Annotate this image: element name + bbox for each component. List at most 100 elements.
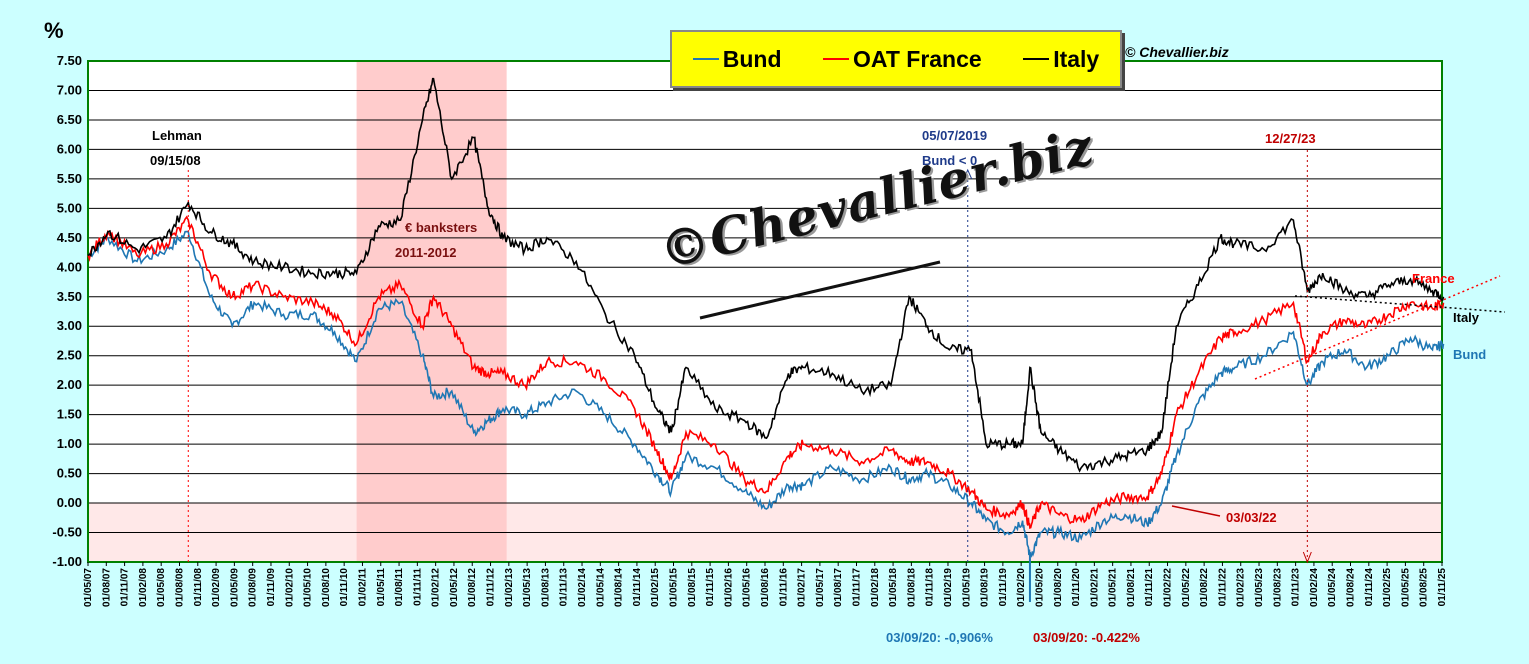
legend-label-bund: Bund <box>722 45 782 72</box>
x-tick-label: 01/08/20 <box>1053 568 1064 607</box>
y-tick-label: 0.50 <box>57 466 82 481</box>
x-tick-label: 01/11/11 <box>412 568 423 606</box>
x-tick-label: 01/08/13 <box>540 568 551 607</box>
x-tick-label: 01/11/12 <box>486 568 497 607</box>
legend-swatch-oat-france <box>823 58 850 60</box>
x-tick-label: 01/11/18 <box>925 568 936 607</box>
x-tick-label: 01/02/09 <box>211 568 222 607</box>
x-tick-label: 01/02/11 <box>357 568 368 607</box>
annotation-bund-neg-date: 05/07/2019 <box>922 128 987 143</box>
x-tick-label: 01/11/25 <box>1437 568 1448 607</box>
legend-swatch-italy <box>1023 58 1050 60</box>
y-axis-label: % <box>44 18 64 43</box>
y-tick-label: 5.00 <box>57 200 82 215</box>
annotation-lehman-date: 09/15/08 <box>150 153 201 168</box>
x-tick-label: 01/08/07 <box>101 568 112 607</box>
y-tick-label: -0.50 <box>52 525 82 540</box>
annotation-bund-neg: Bund < 0 <box>922 153 977 168</box>
x-tick-label: 01/08/10 <box>321 568 332 607</box>
x-tick-label: 01/11/09 <box>266 568 277 607</box>
x-tick-label: 01/02/12 <box>431 568 442 607</box>
x-tick-label: 01/05/19 <box>961 568 972 607</box>
x-tick-label: 01/08/18 <box>906 568 917 607</box>
x-tick-label: 01/08/12 <box>467 568 478 607</box>
x-tick-label: 01/05/21 <box>1108 568 1119 607</box>
x-tick-label: 01/08/17 <box>833 568 844 607</box>
legend-item-oat-france: OAT France <box>823 46 982 73</box>
x-tick-label: 01/11/20 <box>1071 568 1082 607</box>
x-tick-label: 01/05/20 <box>1034 568 1045 607</box>
y-tick-label: 2.00 <box>57 377 82 392</box>
x-tick-label: 01/11/19 <box>998 568 1009 607</box>
x-tick-label: 01/05/08 <box>156 568 167 607</box>
x-tick-label: 01/11/22 <box>1217 568 1228 607</box>
y-tick-label: 1.00 <box>57 436 82 451</box>
series-line-oat-france <box>87 215 1445 530</box>
x-tick-label: 01/05/22 <box>1181 568 1192 607</box>
y-tick-label: 4.00 <box>57 259 82 274</box>
y-tick-label: 7.00 <box>57 82 82 97</box>
x-tick-label: 01/08/15 <box>687 568 698 607</box>
legend-item-italy: Italy <box>1023 46 1099 73</box>
x-tick-label: 01/11/15 <box>705 568 716 607</box>
x-tick-label: 01/02/23 <box>1236 568 1247 607</box>
y-tick-label: 0.00 <box>57 495 82 510</box>
x-tick-label: 01/05/14 <box>595 568 606 607</box>
x-tick-label: 01/08/25 <box>1419 568 1430 607</box>
x-tick-label: 01/02/13 <box>504 568 515 607</box>
annotation-bund-low: 03/09/20: -0,906% <box>886 630 993 645</box>
y-tick-label: 2.50 <box>57 348 82 363</box>
annotation-banksters-years: 2011-2012 <box>395 245 456 260</box>
x-tick-label: 01/05/18 <box>888 568 899 607</box>
x-tick-label: 01/02/15 <box>650 568 661 607</box>
bund-negative-arrow <box>963 168 973 180</box>
france-trend-line <box>1254 275 1501 380</box>
x-tick-label: 01/08/09 <box>248 568 259 607</box>
watermark-underline <box>699 260 941 320</box>
legend-label-oat-france: OAT France <box>853 45 982 72</box>
legend-label-italy: Italy <box>1053 45 1100 72</box>
copyright-text: © Chevallier.biz <box>1125 44 1229 60</box>
x-tick-label: 01/08/24 <box>1346 568 1357 607</box>
y-tick-label: 6.50 <box>57 112 82 127</box>
x-tick-label: 01/08/21 <box>1126 568 1137 607</box>
x-tick-label: 01/05/13 <box>522 568 533 607</box>
x-tick-label: 01/11/10 <box>339 568 350 607</box>
y-tick-label: 3.50 <box>57 289 82 304</box>
annotation-lehman: Lehman <box>152 128 202 143</box>
x-tick-label: 01/11/17 <box>851 568 862 607</box>
annotation-oat-low: 03/09/20: -0.422% <box>1033 630 1140 645</box>
x-tick-label: 01/11/07 <box>120 568 131 607</box>
x-tick-label: 01/11/16 <box>778 568 789 607</box>
x-tick-label: 01/05/25 <box>1400 568 1411 607</box>
x-tick-label: 01/02/16 <box>723 568 734 607</box>
y-tick-label: 4.50 <box>57 230 82 245</box>
x-tick-label: 01/11/08 <box>193 568 204 607</box>
y-tick-label: -1.00 <box>52 554 82 569</box>
x-tick-label: 01/02/14 <box>577 568 588 607</box>
y-tick-label: 1.50 <box>57 407 82 422</box>
annotation-mar22: 03/03/22 <box>1226 510 1277 525</box>
x-tick-label: 01/08/11 <box>394 568 405 607</box>
series-end-label-italy: Italy <box>1453 310 1480 325</box>
y-tick-label: 7.50 <box>57 53 82 68</box>
plot-area: 7.50 7.00 6.50 6.00 5.50 5.00 4.50 4.00 3.50 3.00… <box>52 53 1506 645</box>
x-tick-label: 01/05/12 <box>449 568 460 607</box>
y-tick-label: 5.50 <box>57 171 82 186</box>
y-tick-label: 6.00 <box>57 141 82 156</box>
x-tick-label: 01/05/10 <box>303 568 314 607</box>
x-tick-label: 01/11/23 <box>1291 568 1302 607</box>
x-tick-label: 01/05/11 <box>376 568 387 607</box>
series-end-label-bund: Bund <box>1453 347 1486 362</box>
x-tick-label: 01/02/20 <box>1016 568 1027 607</box>
legend-item-bund: Bund <box>692 45 782 73</box>
x-tick-label: 01/02/22 <box>1163 568 1174 607</box>
x-tick-label: 01/05/23 <box>1254 568 1265 607</box>
plot-background <box>88 61 1442 562</box>
legend: Bund OAT France Italy <box>670 30 1122 88</box>
x-tick-label: 01/11/14 <box>632 568 643 607</box>
x-tick-label: 01/02/08 <box>138 568 149 607</box>
annotation-dec23: 12/27/23 <box>1265 131 1316 146</box>
x-tick-label: 01/05/16 <box>742 568 753 607</box>
